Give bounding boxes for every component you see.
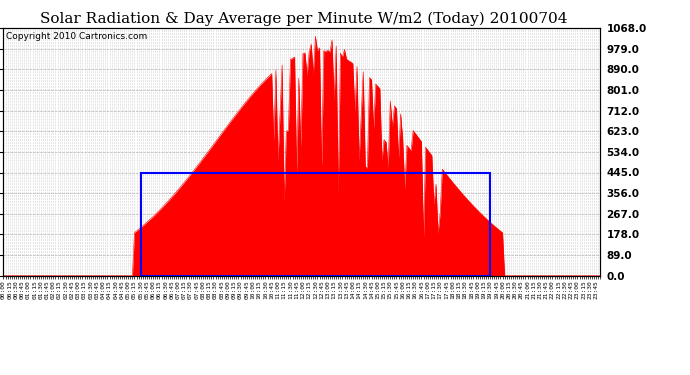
Text: Solar Radiation & Day Average per Minute W/m2 (Today) 20100704: Solar Radiation & Day Average per Minute… [40,11,567,26]
Bar [141,172,490,276]
Text: Copyright 2010 Cartronics.com: Copyright 2010 Cartronics.com [6,32,148,41]
